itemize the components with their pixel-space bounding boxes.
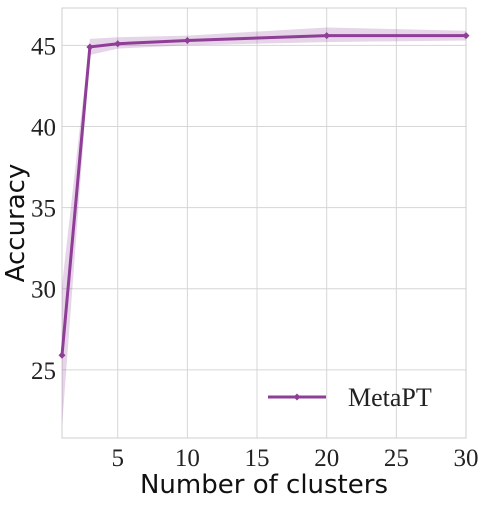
y-tick-label: 40 [31, 114, 56, 141]
y-axis-label: Accuracy [1, 164, 31, 283]
y-tick-label: 35 [31, 196, 56, 223]
y-tick-labels: 25 30 35 40 45 [31, 33, 56, 385]
series-marker [323, 32, 331, 40]
x-tick-label: 15 [245, 445, 270, 472]
legend: MetaPT [268, 383, 432, 412]
series-markers [58, 32, 470, 359]
series-marker [114, 40, 122, 48]
x-tick-label: 30 [454, 445, 479, 472]
y-tick-label: 45 [31, 33, 56, 60]
series-marker [183, 36, 191, 44]
legend-label-metapt: MetaPT [348, 383, 432, 412]
plot-area-border [61, 7, 467, 439]
series-marker [58, 351, 66, 359]
x-tick-label: 20 [314, 445, 339, 472]
x-tick-labels: 5 10 15 20 25 30 [111, 445, 478, 472]
x-axis-label: Number of clusters [140, 470, 388, 500]
legend-marker-metapt [293, 393, 301, 401]
y-tick-label: 30 [31, 277, 56, 304]
y-tick-label: 25 [31, 358, 56, 385]
series-marker [86, 43, 94, 51]
x-tick-label: 10 [175, 445, 200, 472]
series-confidence-band [62, 27, 466, 427]
grid-lines [62, 8, 467, 438]
x-tick-label: 5 [111, 445, 124, 472]
series-marker [462, 32, 470, 40]
series-line-metapt [60, 34, 466, 356]
x-tick-label: 25 [384, 445, 409, 472]
